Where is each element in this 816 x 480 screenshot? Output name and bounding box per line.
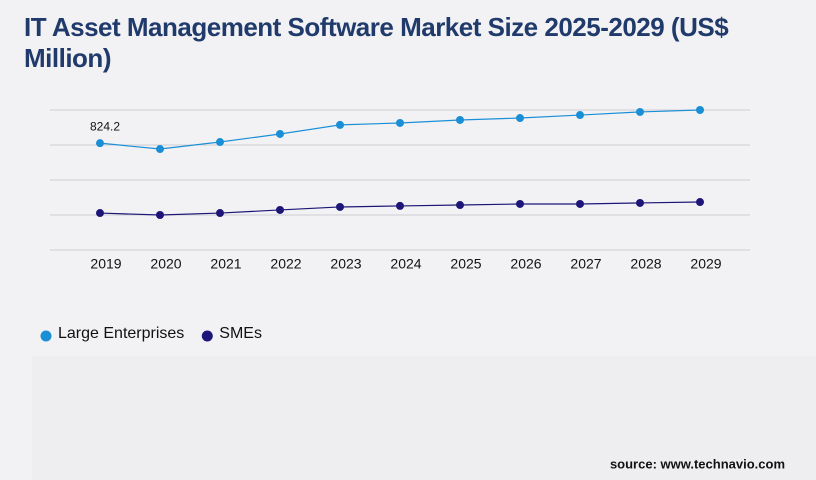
data-point [576, 111, 584, 120]
legend-marker [201, 330, 213, 342]
data-point [576, 199, 584, 208]
data-point [276, 129, 284, 138]
source: source: www.technavio.com [610, 456, 785, 471]
data-point [456, 115, 464, 124]
legend-label: SMEs [219, 325, 262, 342]
legend-label: Large Enterprises [58, 325, 184, 342]
data-point [396, 118, 404, 127]
data-point [636, 198, 644, 207]
data-point [696, 106, 704, 114]
data-point [156, 145, 164, 154]
data-point [456, 201, 464, 210]
data-point [216, 209, 224, 218]
data-point [96, 209, 104, 218]
data-point [336, 202, 344, 211]
data-label: 824.2 [90, 119, 120, 133]
data-point [156, 211, 164, 219]
x-tick-label: 2023 [330, 256, 361, 272]
x-tick-label: 2021 [210, 256, 241, 272]
data-point [516, 199, 524, 208]
data-point [96, 139, 104, 148]
data-point [276, 205, 284, 214]
legend-marker [40, 330, 52, 342]
chart-title: IT Asset Management Software Market Size… [24, 12, 729, 73]
x-tick-label: 2029 [690, 256, 721, 272]
footer-panel [32, 356, 816, 480]
data-point [336, 120, 344, 129]
x-tick-label: 2028 [630, 256, 661, 272]
data-point [516, 114, 524, 123]
x-tick-label: 2027 [570, 256, 601, 272]
x-tick-label: 2026 [510, 256, 541, 272]
title-box: IT Asset Management Software Market Size… [24, 12, 729, 73]
x-tick-label: 2024 [390, 256, 421, 272]
x-tick-label: 2025 [450, 256, 481, 272]
data-point [636, 107, 644, 116]
data-point [216, 138, 224, 147]
x-tick-label: 2022 [270, 256, 301, 272]
data-point [396, 201, 404, 210]
x-tick-label: 2020 [150, 256, 181, 272]
data-point [696, 198, 704, 207]
x-tick-label: 2019 [90, 256, 121, 272]
